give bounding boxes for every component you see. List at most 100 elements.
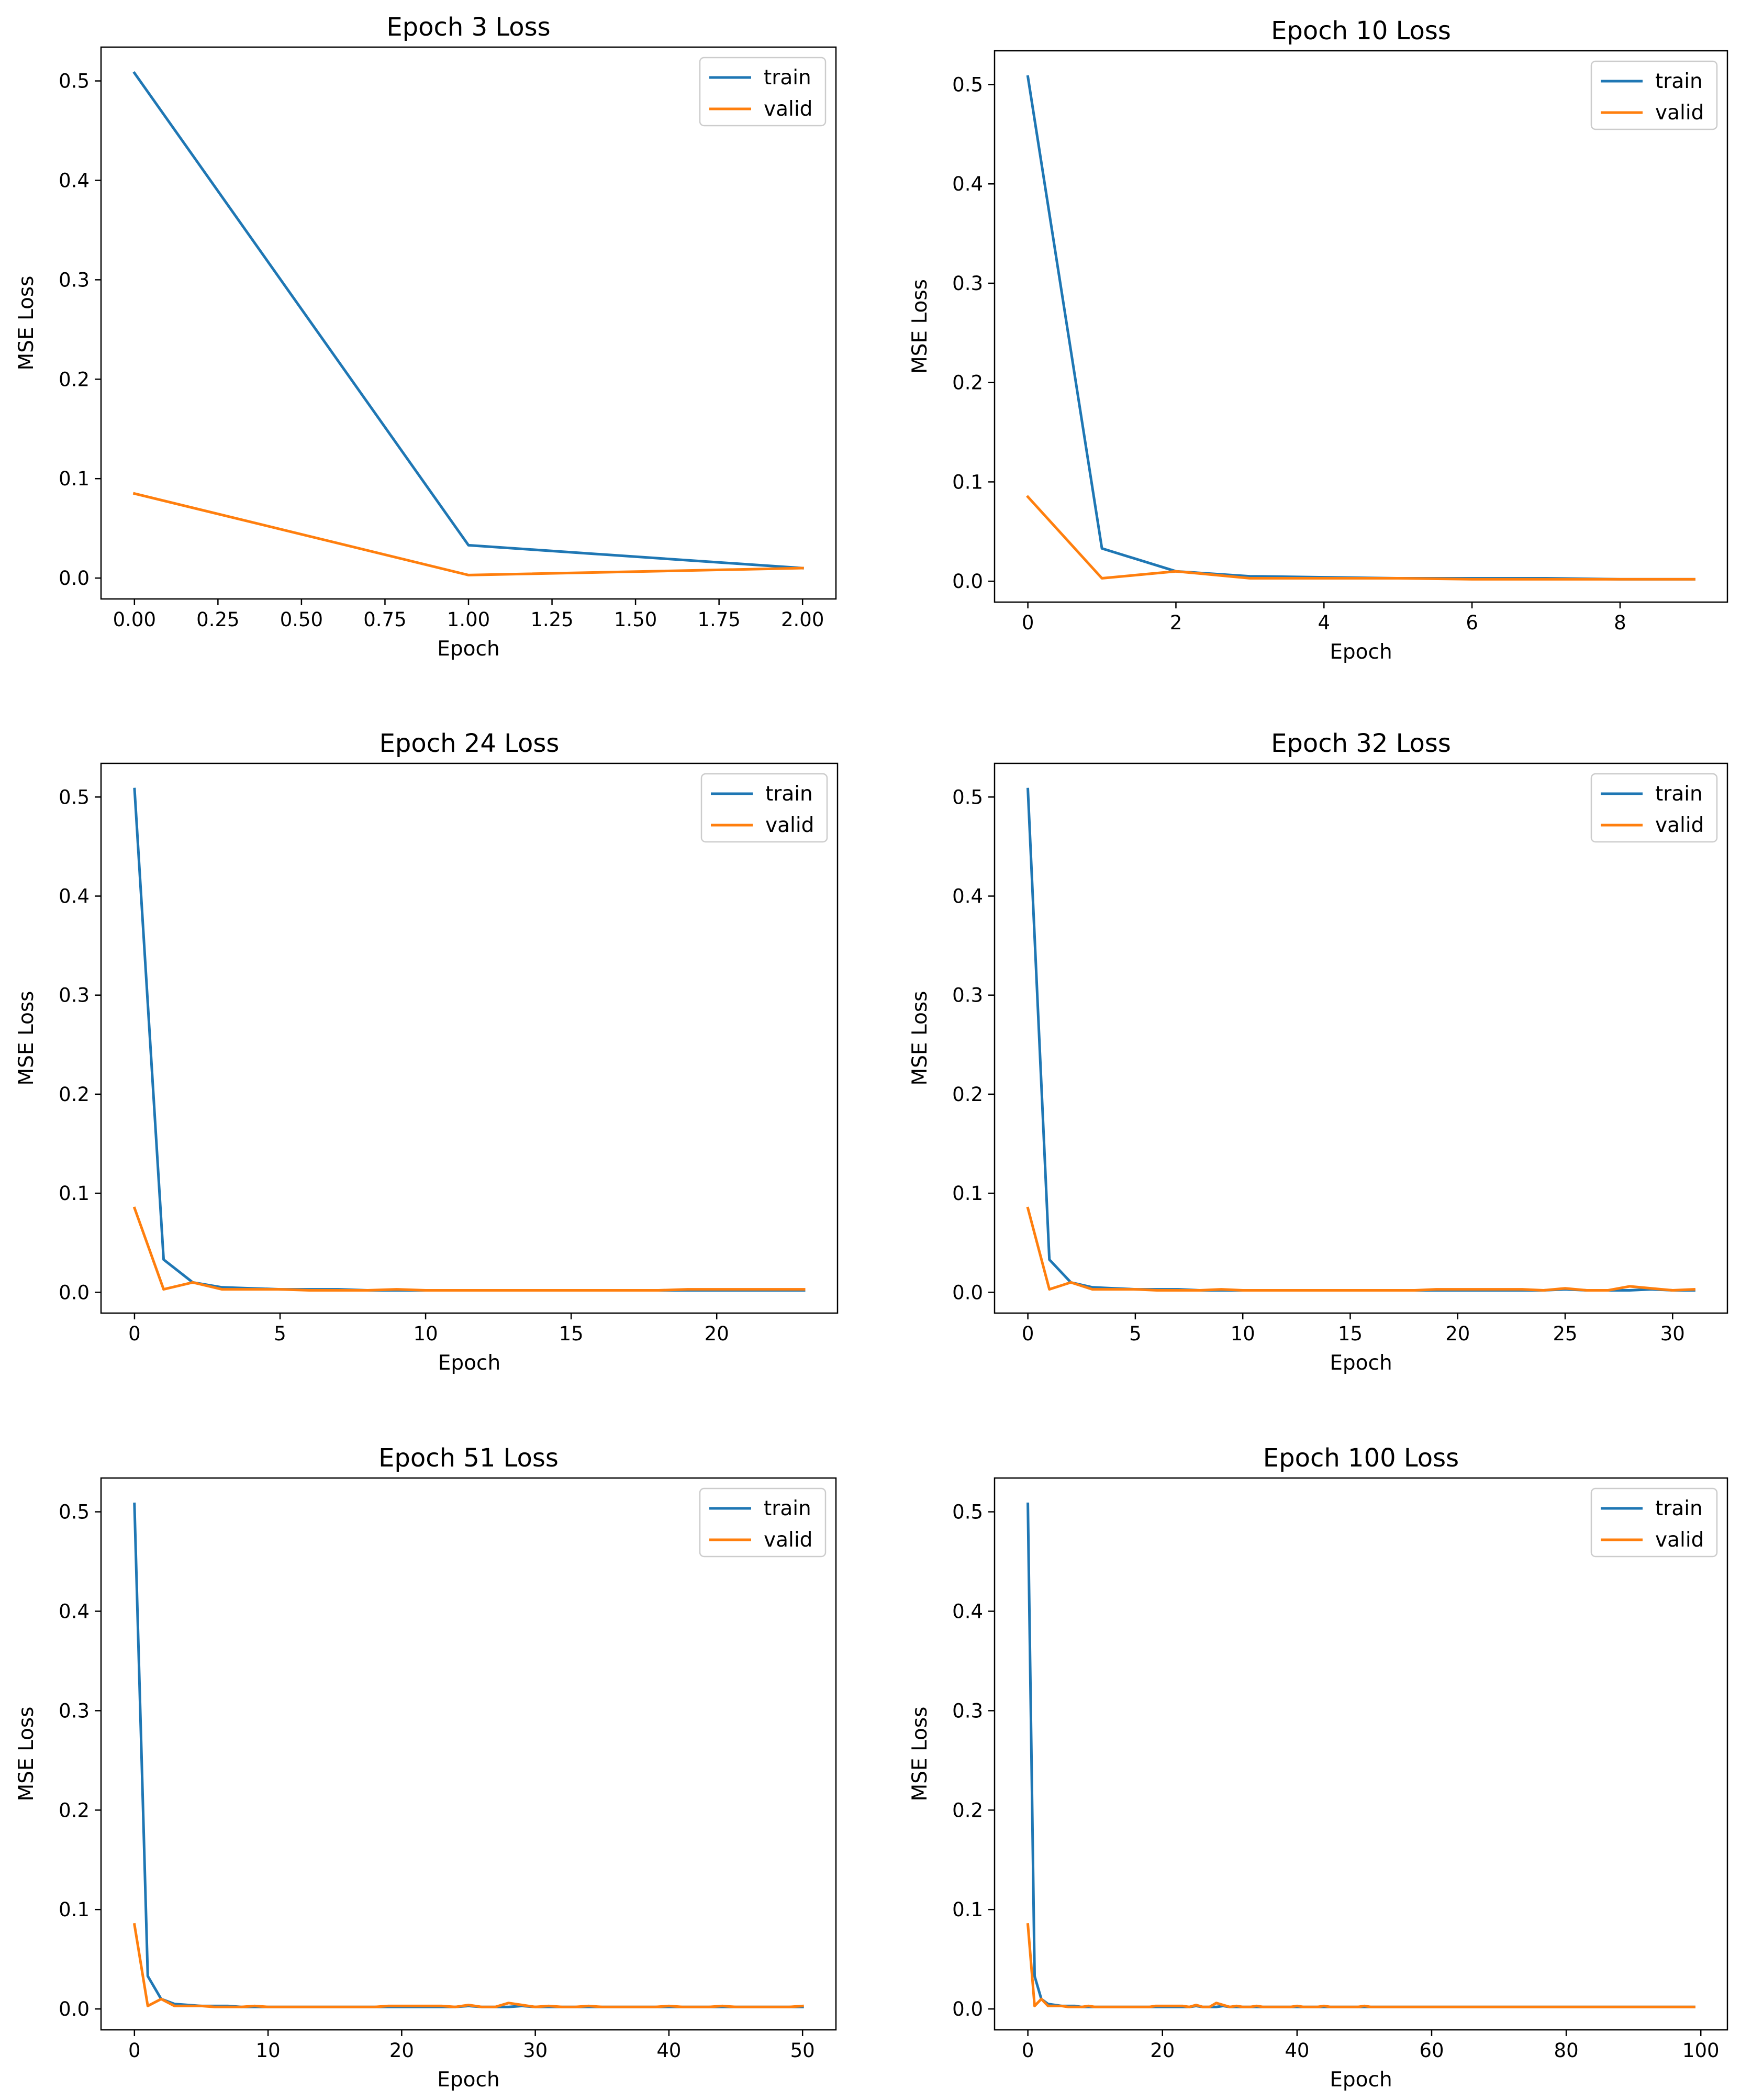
x-tick-label: 20 bbox=[705, 1323, 729, 1345]
series-line-train bbox=[1026, 787, 1695, 1292]
y-axis-label: MSE Loss bbox=[908, 991, 932, 1086]
y-tick-label: 0.2 bbox=[59, 1799, 90, 1821]
series-line-valid bbox=[1026, 1206, 1696, 1292]
axes-frame bbox=[100, 46, 837, 600]
y-tick-label: 0.0 bbox=[952, 1998, 983, 2020]
y-tick-label: 0.0 bbox=[952, 570, 983, 593]
y-tick-label: 0.0 bbox=[59, 1998, 90, 2020]
y-tick-label: 0.2 bbox=[59, 368, 90, 391]
y-tick-label: 0.4 bbox=[952, 173, 983, 195]
y-tick-label: 0.3 bbox=[59, 269, 90, 291]
x-tick-label: 0 bbox=[128, 1323, 141, 1345]
y-axis-label: MSE Loss bbox=[908, 1707, 932, 1802]
y-tick-label: 0.0 bbox=[59, 1281, 90, 1304]
series-line-train bbox=[133, 787, 806, 1292]
x-tick-label: 5 bbox=[1129, 1323, 1142, 1345]
y-tick-label: 0.3 bbox=[952, 272, 983, 295]
chart-title: Epoch 32 Loss bbox=[1271, 729, 1451, 758]
y-tick-label: 0.5 bbox=[59, 786, 90, 808]
x-tick-label: 5 bbox=[274, 1323, 286, 1345]
y-tick-label: 0.3 bbox=[952, 1699, 983, 1722]
x-tick-label: 40 bbox=[656, 2039, 681, 2062]
chart-title: Epoch 51 Loss bbox=[378, 1443, 559, 1473]
chart-title: Epoch 100 Loss bbox=[1263, 1443, 1459, 1473]
x-tick-label: 10 bbox=[414, 1323, 438, 1345]
x-tick-label: 2 bbox=[1170, 612, 1182, 634]
x-axis-label: Epoch bbox=[1330, 1351, 1392, 1375]
x-tick-label: 50 bbox=[790, 2039, 815, 2062]
x-tick-label: 1.75 bbox=[697, 608, 740, 631]
y-tick-label: 0.2 bbox=[952, 1083, 983, 1106]
axes-frame bbox=[994, 1477, 1728, 2031]
y-tick-label: 0.0 bbox=[59, 567, 90, 590]
x-tick-label: 15 bbox=[1338, 1323, 1363, 1345]
x-tick-label: 40 bbox=[1285, 2039, 1309, 2062]
x-tick-label: 1.50 bbox=[614, 608, 657, 631]
chart-panel: Epoch 51 Loss 0 10 20 30 40 50 0.0 0.1 0.2 0.3 0.4 0… bbox=[15, 1443, 837, 2092]
series-line-train bbox=[133, 1502, 804, 2008]
axes-frame bbox=[100, 1477, 837, 2031]
x-axis-label: Epoch bbox=[437, 637, 499, 661]
y-tick-label: 0.5 bbox=[59, 1501, 90, 1524]
y-tick-label: 0.1 bbox=[59, 468, 90, 490]
y-tick-label: 0.3 bbox=[952, 984, 983, 1007]
series-line-valid bbox=[132, 1206, 806, 1292]
y-tick-label: 0.5 bbox=[952, 74, 983, 96]
x-tick-label: 0.75 bbox=[363, 608, 406, 631]
legend-label-train: train bbox=[1655, 70, 1703, 93]
x-tick-label: 0 bbox=[1022, 2039, 1034, 2062]
x-tick-label: 0 bbox=[1022, 1323, 1034, 1345]
y-tick-label: 0.3 bbox=[59, 1699, 90, 1722]
x-tick-label: 15 bbox=[559, 1323, 584, 1345]
y-tick-label: 0.4 bbox=[59, 885, 90, 908]
chart-panel: Epoch 24 Loss 0 5 10 15 20 0.0 0.1 0.2 0.3 0.4 0.5 E… bbox=[15, 729, 839, 1375]
legend-label-train: train bbox=[1655, 782, 1703, 806]
axes-frame bbox=[100, 762, 839, 1314]
legend-label-valid: valid bbox=[1655, 814, 1704, 837]
chart-title: Epoch 24 Loss bbox=[380, 729, 560, 758]
y-tick-label: 0.4 bbox=[952, 1600, 983, 1623]
series-line-valid bbox=[132, 492, 804, 576]
legend-label-train: train bbox=[764, 66, 811, 90]
x-tick-label: 10 bbox=[256, 2039, 281, 2062]
y-tick-label: 0.2 bbox=[59, 1083, 90, 1106]
series-line-valid bbox=[1026, 1923, 1695, 2008]
legend-label-train: train bbox=[764, 1497, 811, 1520]
series-line-valid bbox=[132, 1923, 804, 2008]
x-tick-label: 2.00 bbox=[781, 608, 824, 631]
chart-panel: Epoch 100 Loss 0 20 40 60 80 100 0.0 0.1 0.2 0.3 0.… bbox=[908, 1443, 1728, 2092]
chart-panel: Epoch 10 Loss 0 2 4 6 8 0.0 0.1 0.2 0.3 0.4 0.5 Epoc… bbox=[908, 16, 1728, 664]
chart-title: Epoch 10 Loss bbox=[1271, 16, 1451, 46]
x-tick-label: 20 bbox=[1445, 1323, 1470, 1345]
legend-label-valid: valid bbox=[1655, 101, 1704, 125]
axes-frame bbox=[994, 762, 1728, 1314]
y-tick-label: 0.4 bbox=[952, 885, 983, 908]
y-tick-label: 0.1 bbox=[952, 1898, 983, 1921]
x-tick-label: 0.00 bbox=[113, 608, 156, 631]
x-tick-label: 1.00 bbox=[447, 608, 490, 631]
x-tick-label: 30 bbox=[523, 2039, 548, 2062]
y-tick-label: 0.5 bbox=[952, 786, 983, 808]
legend-label-valid: valid bbox=[765, 814, 814, 837]
axes-frame bbox=[994, 50, 1728, 603]
y-tick-label: 0.1 bbox=[952, 471, 983, 493]
x-tick-label: 20 bbox=[389, 2039, 414, 2062]
x-tick-label: 25 bbox=[1553, 1323, 1577, 1345]
y-tick-label: 0.5 bbox=[952, 1501, 983, 1524]
y-axis-label: MSE Loss bbox=[15, 1707, 38, 1802]
x-tick-label: 30 bbox=[1660, 1323, 1685, 1345]
chart-panel: Epoch 3 Loss 0.00 0.25 0.50 0.75 1.00 1.25 1.50… bbox=[15, 13, 837, 661]
x-tick-label: 10 bbox=[1231, 1323, 1255, 1345]
legend-label-train: train bbox=[765, 782, 813, 806]
y-axis-label: MSE Loss bbox=[15, 991, 38, 1086]
x-axis-label: Epoch bbox=[1330, 2068, 1392, 2092]
chart-panel: Epoch 32 Loss 0 5 10 15 20 25 30 0.0 0.1 0.2 0.3 0.4… bbox=[908, 729, 1728, 1375]
x-tick-label: 0.50 bbox=[280, 608, 323, 631]
series-line-train bbox=[1026, 75, 1695, 581]
legend-label-valid: valid bbox=[764, 97, 812, 121]
x-tick-label: 100 bbox=[1682, 2039, 1720, 2062]
legend-label-train: train bbox=[1655, 1497, 1703, 1520]
series-line-train bbox=[1026, 1502, 1695, 2008]
y-tick-label: 0.4 bbox=[59, 169, 90, 192]
